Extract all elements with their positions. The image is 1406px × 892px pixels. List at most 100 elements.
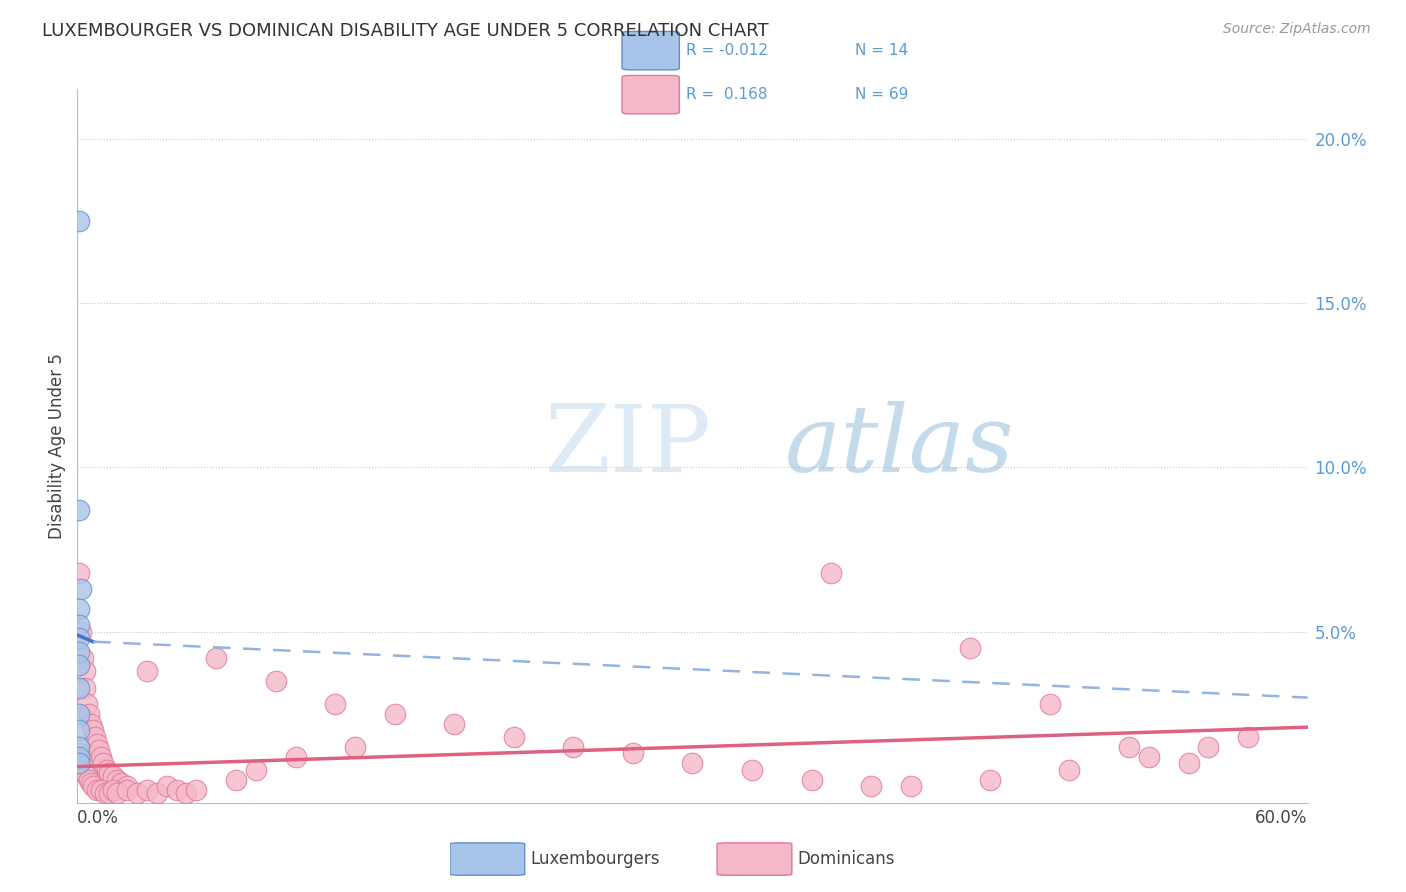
- Point: [323, 697, 346, 711]
- Point: [900, 780, 922, 794]
- Text: ZIP: ZIP: [546, 401, 711, 491]
- Point: [205, 651, 228, 665]
- Y-axis label: Disability Age Under 5: Disability Age Under 5: [48, 353, 66, 539]
- Point: [1197, 739, 1219, 754]
- Point: [90, 782, 112, 797]
- Point: [82, 780, 104, 794]
- Point: [67, 749, 90, 764]
- Point: [621, 747, 644, 761]
- Point: [67, 644, 90, 658]
- Point: [1137, 749, 1160, 764]
- Point: [67, 756, 90, 771]
- Point: [67, 601, 90, 615]
- Point: [77, 772, 100, 787]
- Point: [1177, 756, 1199, 771]
- Point: [105, 786, 128, 800]
- Point: [682, 756, 704, 771]
- Point: [67, 723, 90, 738]
- Point: [562, 739, 585, 754]
- Point: [70, 753, 93, 767]
- Point: [156, 780, 179, 794]
- Point: [72, 651, 94, 665]
- Point: [135, 665, 157, 679]
- Point: [166, 782, 188, 797]
- Point: [70, 624, 93, 639]
- Point: [245, 763, 267, 777]
- Point: [82, 723, 104, 738]
- Point: [186, 782, 208, 797]
- Point: [77, 706, 100, 721]
- Point: [1059, 763, 1081, 777]
- Point: [67, 739, 90, 754]
- Text: atlas: atlas: [785, 401, 1014, 491]
- Text: N = 69: N = 69: [855, 87, 908, 103]
- Point: [115, 782, 138, 797]
- Point: [76, 697, 98, 711]
- FancyBboxPatch shape: [450, 843, 524, 875]
- Point: [67, 632, 90, 646]
- Point: [115, 780, 138, 794]
- Text: Source: ZipAtlas.com: Source: ZipAtlas.com: [1223, 22, 1371, 37]
- Point: [384, 706, 406, 721]
- Point: [89, 743, 111, 757]
- Point: [110, 776, 132, 790]
- Text: 60.0%: 60.0%: [1256, 809, 1308, 827]
- Point: [67, 681, 90, 695]
- Point: [979, 772, 1001, 787]
- Point: [145, 786, 167, 800]
- Text: LUXEMBOURGER VS DOMINICAN DISABILITY AGE UNDER 5 CORRELATION CHART: LUXEMBOURGER VS DOMINICAN DISABILITY AGE…: [42, 22, 769, 40]
- Point: [225, 772, 247, 787]
- Point: [86, 782, 108, 797]
- FancyBboxPatch shape: [621, 76, 679, 114]
- Point: [75, 766, 97, 780]
- Point: [176, 786, 198, 800]
- Point: [96, 763, 118, 777]
- Text: 0.0%: 0.0%: [77, 809, 120, 827]
- Text: Dominicans: Dominicans: [797, 849, 894, 868]
- Point: [98, 786, 121, 800]
- Point: [125, 786, 148, 800]
- Point: [86, 737, 108, 751]
- Point: [75, 665, 97, 679]
- Text: Luxembourgers: Luxembourgers: [530, 849, 659, 868]
- Point: [105, 772, 128, 787]
- Point: [80, 776, 103, 790]
- Point: [98, 766, 121, 780]
- Point: [67, 566, 90, 580]
- Point: [91, 756, 114, 771]
- Point: [94, 786, 117, 800]
- Point: [741, 763, 763, 777]
- Point: [959, 641, 981, 656]
- Point: [67, 213, 90, 227]
- Point: [1039, 697, 1062, 711]
- Point: [1118, 739, 1140, 754]
- Point: [800, 772, 823, 787]
- Point: [84, 730, 107, 744]
- Point: [443, 717, 465, 731]
- Point: [502, 730, 524, 744]
- Text: N = 14: N = 14: [855, 43, 908, 58]
- Point: [67, 503, 90, 517]
- Point: [1237, 730, 1260, 744]
- Point: [67, 657, 90, 672]
- Point: [80, 717, 103, 731]
- Text: R = -0.012: R = -0.012: [686, 43, 768, 58]
- Text: R =  0.168: R = 0.168: [686, 87, 768, 103]
- Point: [264, 674, 287, 689]
- Point: [90, 749, 112, 764]
- Point: [101, 770, 124, 784]
- Point: [135, 782, 157, 797]
- Point: [75, 681, 97, 695]
- Point: [67, 747, 90, 761]
- Point: [101, 782, 124, 797]
- Point: [72, 759, 94, 773]
- FancyBboxPatch shape: [621, 31, 679, 70]
- Point: [284, 749, 307, 764]
- Point: [76, 770, 98, 784]
- FancyBboxPatch shape: [717, 843, 792, 875]
- Point: [67, 618, 90, 632]
- Point: [820, 566, 842, 580]
- Point: [67, 706, 90, 721]
- Point: [860, 780, 883, 794]
- Point: [344, 739, 367, 754]
